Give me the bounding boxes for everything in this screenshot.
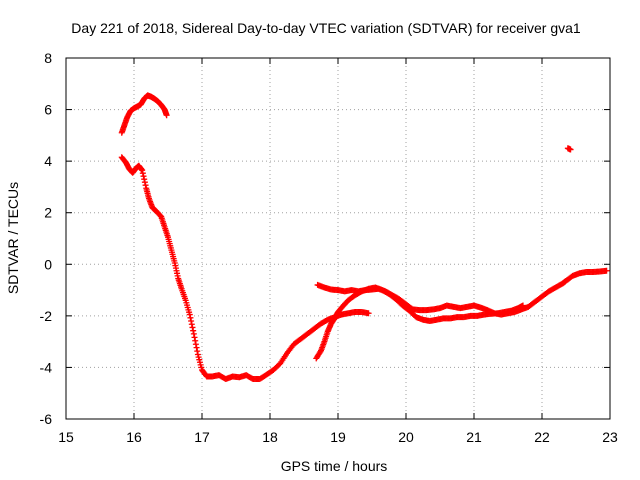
data-point xyxy=(142,182,149,189)
x-tick-label: 23 xyxy=(602,429,618,445)
y-tick-label: -4 xyxy=(40,359,53,375)
data-point xyxy=(192,337,199,344)
grid-lines xyxy=(66,58,610,419)
y-tick-label: 2 xyxy=(44,205,52,221)
data-point xyxy=(365,310,372,317)
data-point xyxy=(191,334,198,341)
data-point xyxy=(139,170,146,177)
data-point xyxy=(193,344,200,351)
x-tick-label: 15 xyxy=(58,429,74,445)
data-point xyxy=(192,341,199,348)
data-point xyxy=(186,311,193,318)
data-point xyxy=(141,176,148,183)
data-point xyxy=(187,314,194,321)
y-axis-label: SDTVAR / TECUs xyxy=(5,182,21,294)
x-tick-label: 17 xyxy=(194,429,210,445)
data-point xyxy=(190,327,197,334)
y-tick-label: 6 xyxy=(44,102,52,118)
data-point xyxy=(188,318,195,325)
x-tick-label: 20 xyxy=(398,429,414,445)
data-point xyxy=(567,146,574,153)
y-tick-label: -6 xyxy=(40,411,53,427)
data-point xyxy=(194,348,201,355)
data-point xyxy=(188,321,195,328)
data-point xyxy=(141,179,148,186)
x-tick-label: 19 xyxy=(330,429,346,445)
data-point xyxy=(603,267,610,274)
y-tick-label: 8 xyxy=(44,50,52,66)
x-tick-labels: 15 16 17 18 19 20 21 22 23 xyxy=(58,429,618,445)
y-tick-label: 0 xyxy=(44,256,52,272)
data-point xyxy=(190,330,197,337)
x-tick-label: 21 xyxy=(466,429,482,445)
x-tick-label: 22 xyxy=(534,429,550,445)
y-tick-labels: -6 -4 -2 0 2 4 6 8 xyxy=(40,50,53,427)
axis-ticks xyxy=(65,57,611,420)
y-tick-label: 4 xyxy=(44,153,52,169)
x-tick-label: 18 xyxy=(262,429,278,445)
data-points xyxy=(118,92,610,383)
chart-title: Day 221 of 2018, Sidereal Day-to-day VTE… xyxy=(71,20,581,36)
y-tick-label: -2 xyxy=(40,308,53,324)
data-point xyxy=(163,112,170,119)
x-tick-label: 16 xyxy=(126,429,142,445)
data-point xyxy=(139,167,146,174)
data-point xyxy=(189,324,196,331)
data-point xyxy=(140,173,147,180)
x-axis-label: GPS time / hours xyxy=(281,458,388,474)
